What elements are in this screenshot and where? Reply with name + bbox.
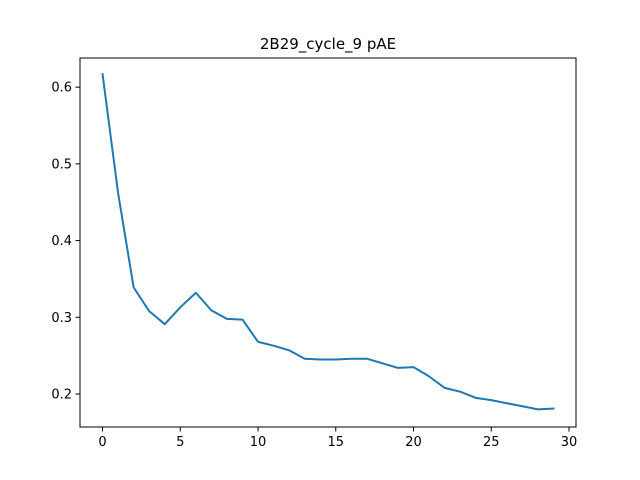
x-tick-label: 20 [405,435,422,450]
y-tick-label: 0.2 [51,388,72,403]
y-tick-label: 0.6 [51,81,72,96]
x-tick-label: 30 [561,435,578,450]
x-tick-label: 5 [176,435,184,450]
y-tick-label: 0.5 [51,157,72,172]
chart-title: 2B29_cycle_9 pAE [260,35,396,54]
plot-frame [79,57,577,428]
y-tick-label: 0.3 [51,311,72,326]
x-tick-label: 25 [483,435,500,450]
x-tick-label: 15 [328,435,345,450]
y-tick-label: 0.4 [51,234,72,249]
x-tick-label: 0 [98,435,106,450]
series-line-0 [101,72,555,411]
x-tick-label: 10 [250,435,267,450]
plot-area: 0 5 10 15 20 25 30 0.2 0.3 0.4 0.5 0.6 [51,57,578,450]
